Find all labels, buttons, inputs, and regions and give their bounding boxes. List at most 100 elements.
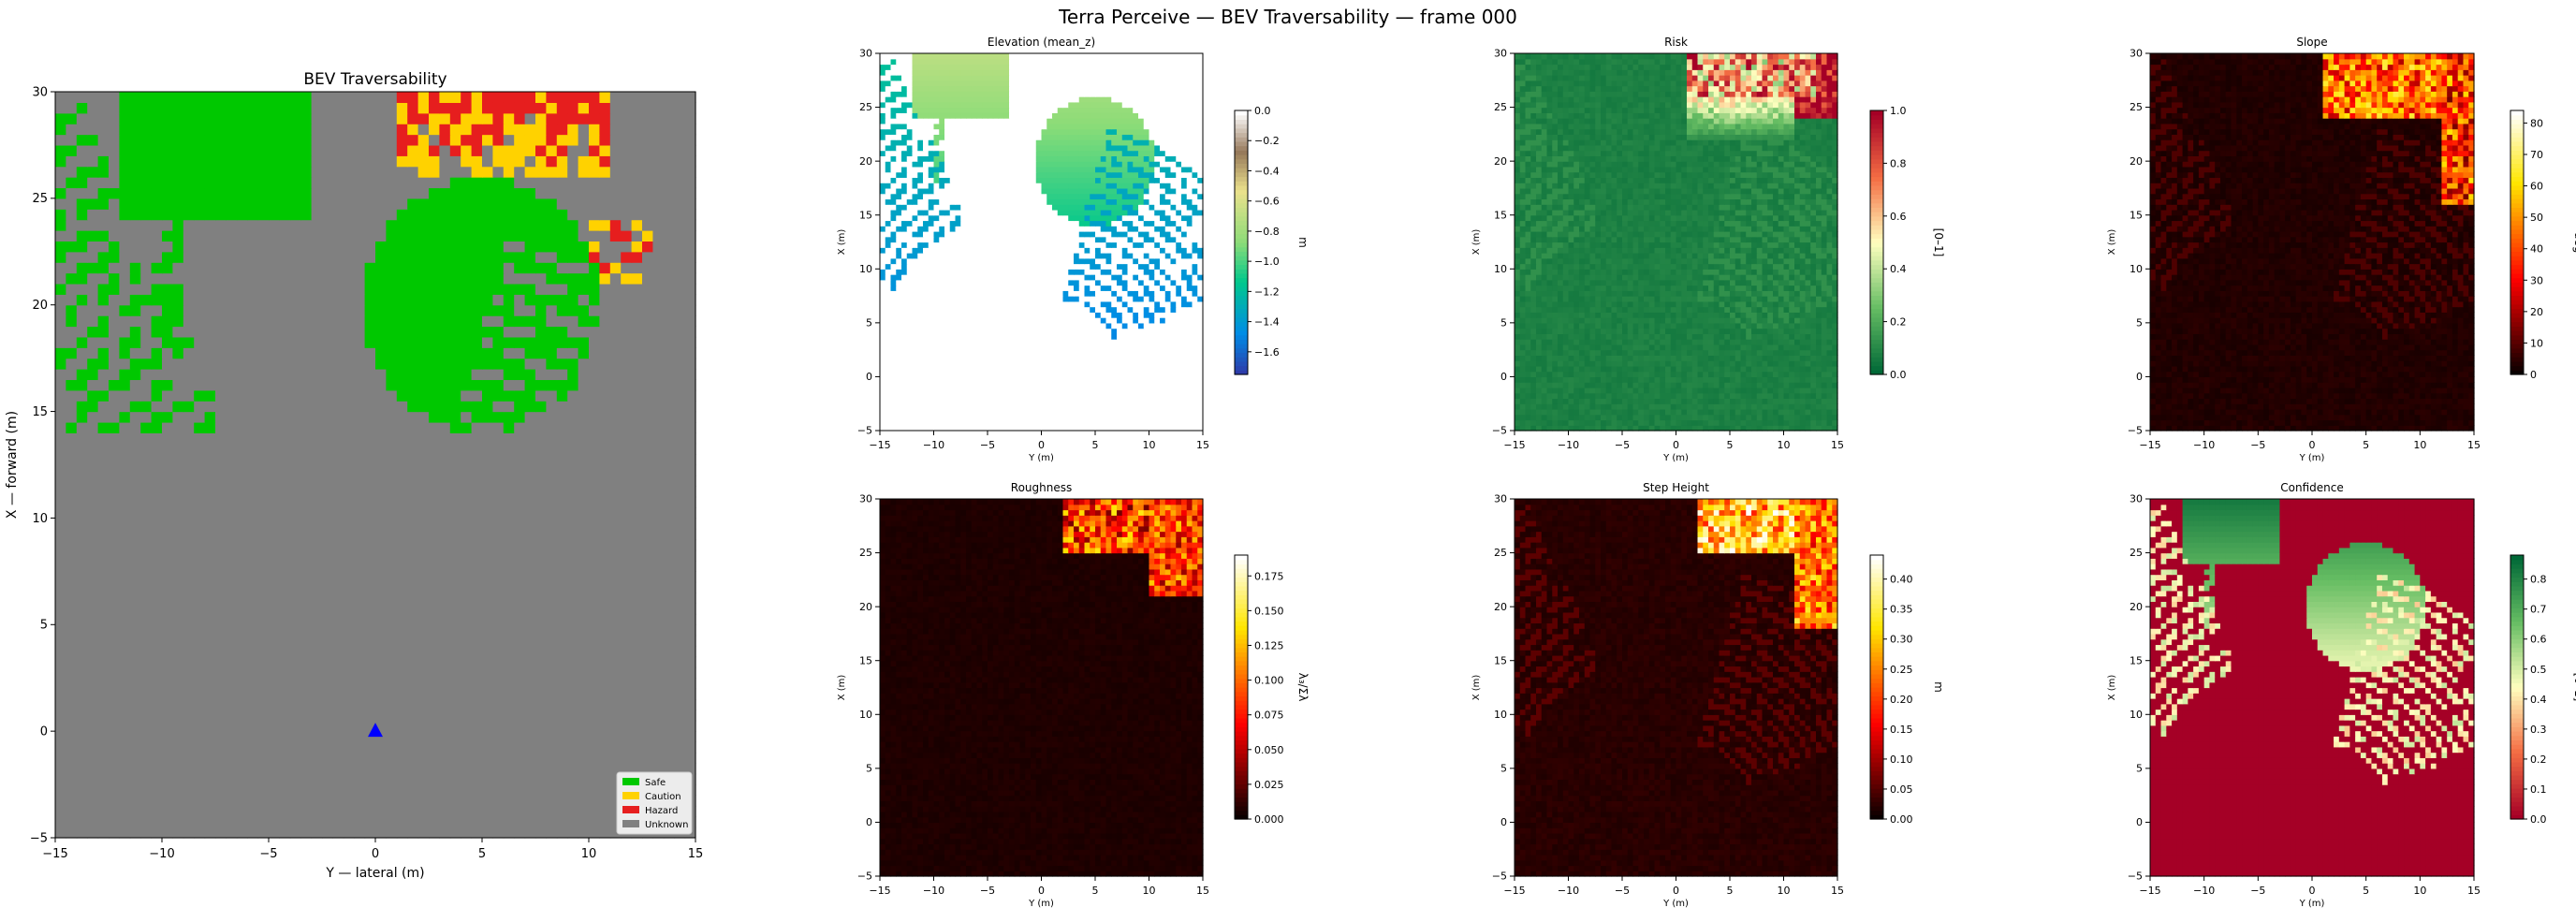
heatmap-cell bbox=[461, 550, 472, 562]
heatmap-cell bbox=[461, 593, 472, 604]
heatmap-cell bbox=[472, 753, 483, 764]
heatmap-cell bbox=[344, 550, 355, 562]
heatmap-cell bbox=[397, 561, 408, 572]
heatmap-cell bbox=[482, 774, 493, 785]
heatmap-cell bbox=[472, 827, 483, 839]
heatmap-cell bbox=[504, 784, 515, 796]
heatmap-cell bbox=[130, 742, 141, 754]
heatmap-cell bbox=[429, 774, 440, 785]
heatmap-cell bbox=[344, 646, 355, 657]
heatmap-cell bbox=[98, 561, 110, 572]
heatmap-cell bbox=[300, 721, 312, 732]
heatmap-cell bbox=[504, 593, 515, 604]
heatmap-cell bbox=[375, 539, 387, 550]
heatmap-cell bbox=[418, 689, 430, 700]
heatmap-cell bbox=[109, 656, 120, 667]
heatmap-cell bbox=[140, 593, 152, 604]
heatmap-cell bbox=[205, 795, 216, 806]
heatmap-cell bbox=[674, 689, 685, 700]
heatmap-cell bbox=[226, 614, 237, 625]
heatmap-cell bbox=[237, 678, 248, 689]
heatmap-cell bbox=[632, 731, 643, 742]
heatmap-cell bbox=[610, 678, 622, 689]
heatmap-cell bbox=[418, 795, 430, 806]
heatmap-cell bbox=[152, 699, 163, 710]
heatmap-cell bbox=[535, 795, 547, 806]
heatmap-cell bbox=[472, 742, 483, 754]
heatmap-cell bbox=[354, 742, 365, 754]
heatmap-cell bbox=[439, 742, 450, 754]
heatmap-cell bbox=[183, 699, 195, 710]
heatmap-cell bbox=[66, 689, 77, 700]
heatmap-cell bbox=[450, 774, 461, 785]
heatmap-cell bbox=[418, 561, 430, 572]
heatmap-cell bbox=[407, 614, 418, 625]
heatmap-cell bbox=[461, 539, 472, 550]
heatmap-cell bbox=[397, 699, 408, 710]
heatmap-cell bbox=[492, 667, 504, 679]
heatmap-cell bbox=[504, 636, 515, 647]
heatmap-cell bbox=[98, 710, 110, 721]
heatmap-cell bbox=[152, 827, 163, 839]
heatmap-cell bbox=[546, 678, 557, 689]
heatmap-cell bbox=[183, 550, 195, 562]
heatmap-cell bbox=[194, 731, 205, 742]
heatmap-cell bbox=[152, 636, 163, 647]
heatmap-cell bbox=[504, 721, 515, 732]
heatmap-cell bbox=[386, 699, 397, 710]
heatmap-cell bbox=[418, 646, 430, 657]
heatmap-cell bbox=[269, 774, 280, 785]
heatmap-cell bbox=[642, 667, 653, 679]
heatmap-cell bbox=[66, 561, 77, 572]
heatmap-cell bbox=[418, 753, 430, 764]
heatmap-cell bbox=[247, 784, 258, 796]
heatmap-cell bbox=[55, 561, 66, 572]
heatmap-cell bbox=[461, 742, 472, 754]
heatmap-cell bbox=[322, 774, 333, 785]
heatmap-cell bbox=[140, 604, 152, 615]
heatmap-cell bbox=[685, 656, 696, 667]
heatmap-cell bbox=[258, 699, 270, 710]
heatmap-cell bbox=[525, 614, 536, 625]
heatmap-cell bbox=[525, 539, 536, 550]
heatmap-cell bbox=[354, 784, 365, 796]
heatmap-cell bbox=[492, 604, 504, 615]
heatmap-cell bbox=[98, 646, 110, 657]
heatmap-cell bbox=[482, 656, 493, 667]
heatmap-cell bbox=[322, 636, 333, 647]
heatmap-cell bbox=[397, 763, 408, 774]
heatmap-cell bbox=[130, 774, 141, 785]
heatmap-cell bbox=[66, 806, 77, 817]
heatmap-cell bbox=[407, 806, 418, 817]
heatmap-cell bbox=[205, 816, 216, 827]
heatmap-cell bbox=[557, 593, 568, 604]
heatmap-cell bbox=[557, 636, 568, 647]
heatmap-cell bbox=[599, 827, 610, 839]
heatmap-cell bbox=[312, 593, 323, 604]
heatmap-cell bbox=[258, 816, 270, 827]
heatmap-cell bbox=[642, 571, 653, 582]
heatmap-cell bbox=[642, 721, 653, 732]
heatmap-cell bbox=[205, 699, 216, 710]
heatmap-cell bbox=[492, 710, 504, 721]
heatmap-cell bbox=[344, 593, 355, 604]
heatmap-cell bbox=[482, 795, 493, 806]
heatmap-cell bbox=[386, 806, 397, 817]
heatmap-cell bbox=[546, 689, 557, 700]
heatmap-cell bbox=[450, 624, 461, 636]
heatmap-cell bbox=[375, 646, 387, 657]
heatmap-cell bbox=[375, 806, 387, 817]
heatmap-cell bbox=[621, 571, 632, 582]
heatmap-cell bbox=[557, 529, 568, 540]
heatmap-cell bbox=[354, 816, 365, 827]
heatmap-cell bbox=[504, 550, 515, 562]
heatmap-cell bbox=[589, 624, 600, 636]
heatmap-cell bbox=[344, 806, 355, 817]
heatmap-cell bbox=[482, 784, 493, 796]
heatmap-cell bbox=[194, 646, 205, 657]
heatmap-cell bbox=[621, 561, 632, 572]
heatmap-cell bbox=[386, 774, 397, 785]
heatmap-cell bbox=[461, 795, 472, 806]
heatmap-cell bbox=[365, 827, 376, 839]
heatmap-cell bbox=[685, 624, 696, 636]
